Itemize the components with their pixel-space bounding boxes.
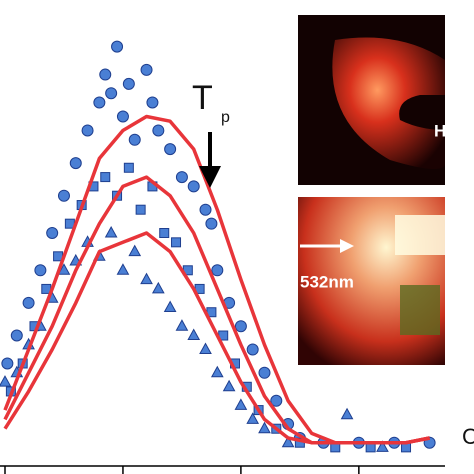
data-point xyxy=(57,263,71,275)
data-point xyxy=(99,68,112,81)
data-point xyxy=(210,365,224,378)
data-point xyxy=(1,357,14,370)
line xyxy=(3,231,430,445)
data-point xyxy=(270,394,283,407)
data-point xyxy=(128,133,141,146)
data-point xyxy=(10,329,23,342)
data-point xyxy=(93,96,106,109)
data-point xyxy=(34,264,47,277)
data-point xyxy=(246,412,260,424)
data-point xyxy=(246,343,259,356)
data-point xyxy=(376,440,389,452)
data-point xyxy=(258,421,271,434)
data-point xyxy=(116,263,130,275)
data-point xyxy=(222,379,236,392)
data-point xyxy=(234,398,248,410)
data-point xyxy=(81,124,94,137)
annotation: p xyxy=(221,109,230,126)
data-point xyxy=(163,300,177,313)
data-point xyxy=(151,281,165,294)
inset-photo: He xyxy=(298,15,456,185)
data-point xyxy=(199,342,212,354)
data-point xyxy=(171,237,182,248)
data-point xyxy=(258,366,271,379)
data-point xyxy=(46,227,59,239)
inset-label: He xyxy=(434,121,456,140)
data-point xyxy=(140,63,153,76)
data-point xyxy=(175,319,189,331)
data-point xyxy=(135,204,146,215)
data-point xyxy=(152,124,165,137)
data-point xyxy=(57,189,70,202)
inset-label: 532nm xyxy=(300,272,354,291)
data-point xyxy=(164,143,177,156)
annotation: T xyxy=(192,79,213,117)
data-point xyxy=(122,77,135,90)
data-point xyxy=(100,172,111,183)
data-point xyxy=(205,217,218,230)
data-point xyxy=(0,375,12,387)
data-point xyxy=(187,328,201,341)
data-point xyxy=(146,96,159,109)
data-point xyxy=(128,244,142,257)
data-point xyxy=(234,320,247,333)
axis-label: C xyxy=(462,424,474,449)
data-point xyxy=(123,162,134,173)
data-point xyxy=(159,228,170,238)
data-point xyxy=(104,225,118,238)
data-point xyxy=(69,157,82,170)
data-point xyxy=(111,40,124,53)
data-point xyxy=(281,435,295,448)
data-point xyxy=(340,407,354,420)
data-point xyxy=(116,110,129,123)
plot-area xyxy=(0,40,445,474)
data-point xyxy=(199,203,212,216)
data-point xyxy=(211,264,224,277)
data-point xyxy=(22,296,35,309)
data-point xyxy=(187,180,200,193)
arrow xyxy=(199,166,221,188)
data-point xyxy=(105,87,118,100)
inset-photo: 532nm xyxy=(298,197,445,365)
data-point xyxy=(175,171,188,184)
data-point xyxy=(140,272,153,285)
